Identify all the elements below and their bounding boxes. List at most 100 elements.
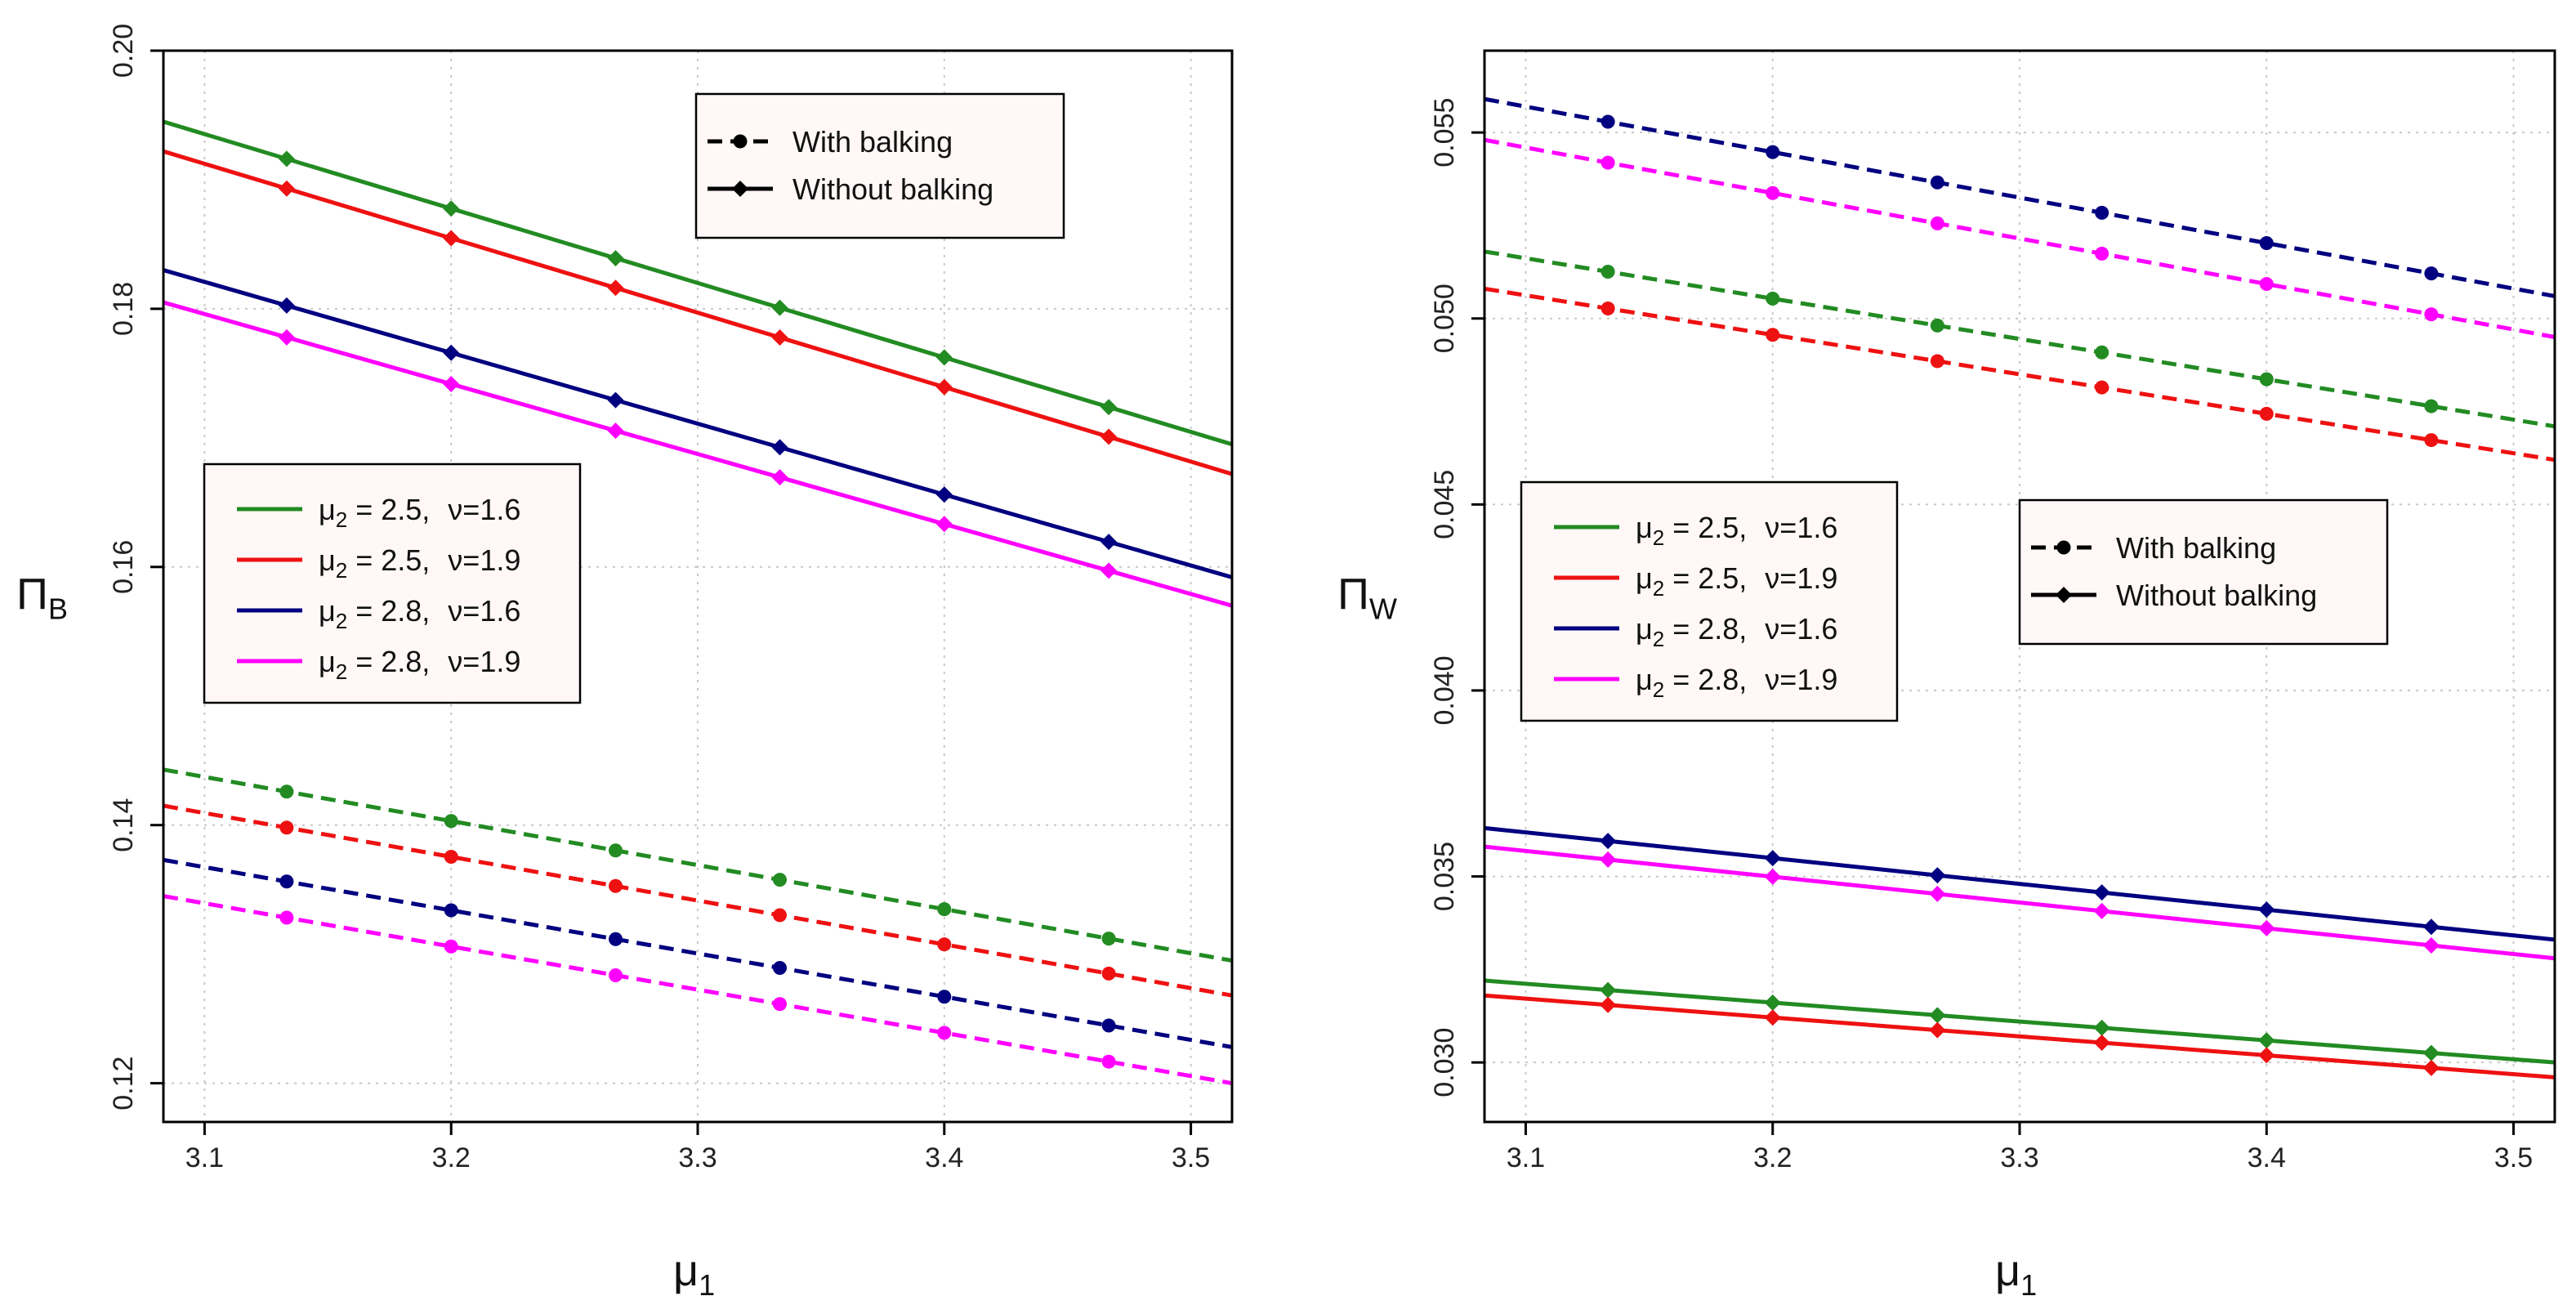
- series-1-point-0: [1601, 155, 1615, 170]
- series-4-point-5: [2422, 918, 2440, 936]
- series-5-point-3: [2093, 902, 2110, 919]
- x-tick-label: 3.5: [2494, 1142, 2533, 1173]
- series-1-point-2: [607, 279, 624, 297]
- series-0-point-4: [935, 349, 953, 366]
- style-legend-marker-1: [732, 181, 748, 197]
- series-6-point-0: [1600, 981, 1617, 999]
- legend-entry-3: μ2 = 2.8, ν=1.9: [319, 645, 520, 684]
- series-line-4: [1484, 825, 2555, 942]
- x-tick-label: 3.3: [678, 1142, 717, 1173]
- series-line-5: [1484, 844, 2555, 961]
- legend-entry-2: μ2 = 2.8, ν=1.6: [1636, 612, 1837, 651]
- series-0-point-3: [2095, 205, 2109, 220]
- series-2-point-3: [771, 439, 788, 456]
- series-4-point-3: [772, 873, 787, 887]
- series-1-point-3: [2095, 246, 2109, 261]
- series-7-point-1: [444, 939, 458, 954]
- y-tick-label: 0.045: [1429, 470, 1460, 539]
- series-3-point-2: [607, 422, 624, 440]
- series-line-0: [1484, 96, 2555, 298]
- series-6-point-5: [2422, 1044, 2440, 1061]
- series-3-point-2: [1930, 354, 1944, 369]
- y-tick-label: 0.20: [108, 24, 139, 78]
- series-3-point-0: [278, 328, 295, 346]
- legend-box: [694, 92, 1065, 239]
- series-7-point-2: [609, 968, 623, 983]
- x-tick-label: 3.2: [432, 1142, 471, 1173]
- x-tick-label: 3.4: [2248, 1142, 2286, 1173]
- y-tick-label: 0.16: [108, 540, 139, 594]
- series-0-point-5: [1100, 399, 1118, 416]
- series-line-5: [163, 803, 1232, 998]
- series-1-point-4: [2259, 277, 2274, 292]
- series-7-point-2: [1929, 1021, 1946, 1039]
- series-5-point-5: [2422, 936, 2440, 954]
- x-tick-label: 3.1: [1507, 1142, 1545, 1173]
- right-panel: 3.1 3.2 3.3 3.4 3.5 0.030 0.035 0.040 0.045 0.050…: [1337, 49, 2556, 1302]
- series-1-point-5: [1100, 428, 1118, 445]
- style-legend-marker-0: [733, 134, 748, 149]
- series-6-point-2: [609, 932, 623, 946]
- series-3-point-5: [2424, 433, 2439, 448]
- series-7-point-3: [772, 997, 787, 1012]
- series-6-point-0: [279, 874, 294, 889]
- series-4-point-1: [1764, 850, 1781, 867]
- series-0-point-2: [1930, 175, 1944, 190]
- series-5-point-1: [1764, 868, 1781, 885]
- series-line-2: [1484, 249, 2555, 429]
- series-0-point-0: [278, 150, 295, 168]
- series-line-7: [1484, 993, 2555, 1079]
- series-7-point-0: [1600, 996, 1617, 1013]
- series-0-point-4: [2259, 235, 2274, 250]
- series-0-point-2: [607, 249, 624, 266]
- series-6-point-2: [1929, 1007, 1946, 1024]
- x-tick-label: 3.1: [185, 1142, 224, 1173]
- series-5-point-4: [937, 937, 952, 952]
- x-axis-title: μ1: [1995, 1246, 2037, 1302]
- series-1-point-5: [2424, 307, 2439, 322]
- style-legend: With balking Without balking: [2018, 498, 2389, 646]
- legend-entry-2: μ2 = 2.8, ν=1.6: [319, 594, 520, 633]
- y-tick-label: 0.050: [1429, 284, 1460, 353]
- series-5-point-3: [772, 908, 787, 923]
- x-tick-label: 3.5: [1172, 1142, 1210, 1173]
- series-4-point-4: [937, 902, 952, 917]
- series-2-point-0: [1601, 264, 1615, 279]
- series-7-point-4: [2258, 1047, 2275, 1064]
- series-3-point-5: [1100, 562, 1118, 579]
- y-tick-label: 0.18: [108, 282, 139, 336]
- series-7-point-1: [1764, 1009, 1781, 1026]
- series-line-7: [163, 894, 1232, 1086]
- series-6-point-1: [444, 903, 458, 918]
- series-5-point-2: [1929, 885, 1946, 902]
- series-0-point-1: [1766, 145, 1780, 159]
- series-5-point-1: [444, 850, 458, 865]
- series-line-1: [1484, 137, 2555, 339]
- series-4-point-4: [2258, 901, 2275, 918]
- style-legend-label-1: Without balking: [2116, 579, 2317, 612]
- series-1-point-3: [771, 328, 788, 346]
- y-axis-title: ΠB: [16, 570, 68, 626]
- series-4-point-0: [1600, 833, 1617, 850]
- series-7-point-4: [937, 1026, 952, 1040]
- series-2-point-1: [443, 344, 460, 361]
- series-line-1: [163, 149, 1232, 476]
- series-1-point-1: [1766, 185, 1780, 200]
- series-6-point-4: [937, 990, 952, 1004]
- series-0-point-3: [771, 299, 788, 316]
- series-3-point-4: [935, 516, 953, 533]
- series-4-point-3: [2093, 884, 2110, 901]
- style-legend-marker-0: [2056, 540, 2071, 555]
- y-tick-label: 0.12: [108, 1057, 139, 1111]
- legend-entry-0: μ2 = 2.5, ν=1.6: [1636, 511, 1837, 550]
- series-2-point-0: [278, 297, 295, 314]
- series-2-point-4: [935, 486, 953, 503]
- series-7-point-3: [2093, 1034, 2110, 1051]
- style-legend-label-0: With balking: [2116, 531, 2276, 565]
- series-3-point-3: [771, 469, 788, 486]
- series-5-point-0: [279, 820, 294, 835]
- y-tick-label: 0.055: [1429, 98, 1460, 168]
- series-5-point-0: [1600, 851, 1617, 868]
- series-6-point-3: [2093, 1019, 2110, 1036]
- y-axis-title: ΠW: [1337, 570, 1397, 626]
